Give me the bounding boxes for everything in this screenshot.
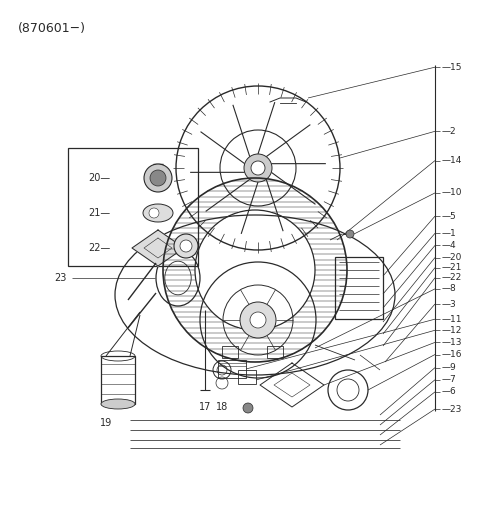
- Text: 20—: 20—: [88, 173, 110, 183]
- Text: —3: —3: [442, 299, 457, 309]
- Text: —9: —9: [442, 363, 457, 372]
- Text: 21—: 21—: [88, 208, 110, 218]
- Text: 19: 19: [100, 418, 112, 428]
- Circle shape: [149, 208, 159, 218]
- Text: 18: 18: [216, 402, 228, 412]
- Text: —21: —21: [442, 263, 462, 272]
- Text: —2: —2: [442, 127, 456, 136]
- Circle shape: [240, 302, 276, 338]
- Circle shape: [346, 230, 354, 238]
- Circle shape: [250, 312, 266, 328]
- Text: 17: 17: [199, 402, 211, 412]
- Text: —15: —15: [442, 63, 463, 72]
- Text: (870601−): (870601−): [18, 22, 86, 35]
- Text: —23: —23: [442, 405, 462, 414]
- Text: —14: —14: [442, 156, 462, 165]
- Circle shape: [150, 170, 166, 186]
- Text: —22: —22: [442, 273, 462, 282]
- Ellipse shape: [101, 399, 135, 409]
- Text: —13: —13: [442, 338, 463, 347]
- Text: —4: —4: [442, 241, 456, 250]
- Text: —6: —6: [442, 387, 457, 396]
- Bar: [335, 257, 383, 319]
- Bar: [68, 148, 198, 266]
- Polygon shape: [132, 230, 184, 266]
- Text: —16: —16: [442, 350, 463, 359]
- Text: —7: —7: [442, 375, 457, 384]
- Circle shape: [180, 240, 192, 252]
- Circle shape: [244, 154, 272, 182]
- Circle shape: [251, 161, 265, 175]
- Text: —8: —8: [442, 284, 457, 293]
- Circle shape: [243, 403, 253, 413]
- Circle shape: [174, 234, 198, 258]
- Text: —20: —20: [442, 253, 462, 262]
- Text: 23: 23: [54, 273, 66, 283]
- Bar: [267, 346, 283, 358]
- Bar: [218, 360, 246, 378]
- Text: 22—: 22—: [88, 243, 110, 253]
- Bar: [222, 346, 238, 358]
- Text: —1: —1: [442, 229, 457, 238]
- Bar: [101, 356, 135, 404]
- Text: —5: —5: [442, 212, 457, 221]
- Ellipse shape: [143, 204, 173, 222]
- Text: —12: —12: [442, 326, 462, 335]
- Text: —10: —10: [442, 188, 463, 197]
- Bar: [238, 370, 256, 384]
- Text: —11: —11: [442, 315, 463, 324]
- Circle shape: [144, 164, 172, 192]
